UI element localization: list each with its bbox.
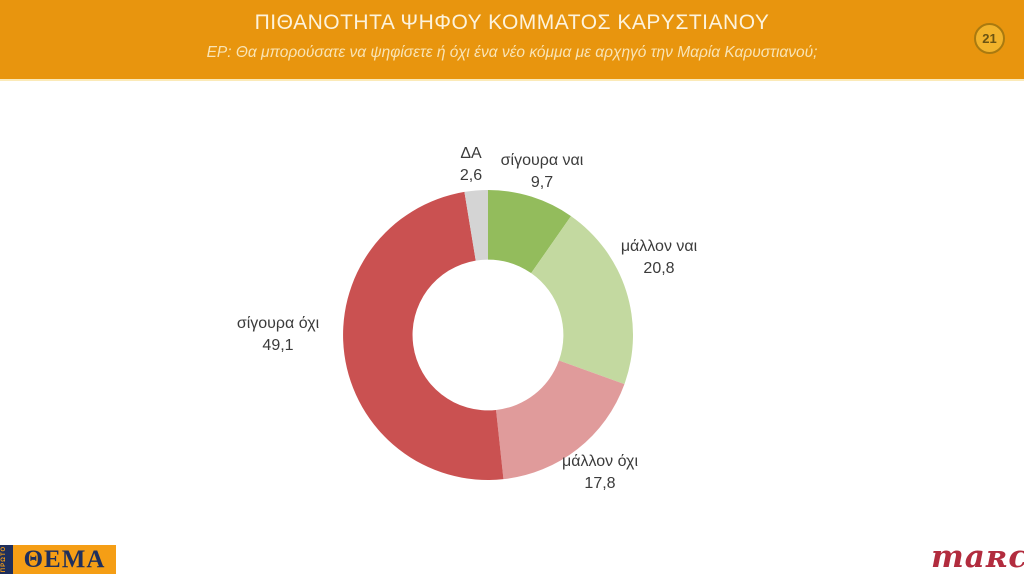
donut-segment-2 bbox=[496, 360, 625, 480]
segment-label-text: σίγουρα όχι bbox=[236, 315, 320, 332]
marc-logo: maʀc bbox=[931, 539, 1024, 575]
segment-value: 2,6 bbox=[459, 167, 483, 184]
segment-label-text: μάλλον όχι bbox=[562, 453, 638, 470]
question-subtitle: ΕΡ: Θα μπορούσατε να ψηφίσετε ή όχι ένα … bbox=[206, 44, 818, 61]
segment-value: 20,8 bbox=[643, 260, 675, 277]
header-bar: ΠΙΘΑΝΟΤΗΤΑ ΨΗΦΟΥ ΚΟΜΜΑΤΟΣ ΚΑΡΥΣΤΙΑΝΟΥ ΕΡ… bbox=[0, 0, 1024, 79]
proto-thema-wordmark: ΘΕΜΑ bbox=[23, 545, 106, 573]
segment-label-text: ΔΑ bbox=[460, 145, 482, 162]
donut-segment-1 bbox=[531, 216, 633, 385]
donut-segment-4 bbox=[464, 190, 488, 261]
segment-value: 9,7 bbox=[530, 174, 554, 191]
segment-label-mallon-nai: μάλλον ναι 20,8 bbox=[621, 236, 697, 280]
segment-label-text: σίγουρα ναι bbox=[500, 152, 584, 169]
segment-label-da: ΔΑ 2,6 bbox=[460, 143, 482, 187]
segment-label-sigoura-ochi: σίγουρα όχι 49,1 bbox=[237, 313, 319, 357]
donut-segment-0 bbox=[488, 190, 571, 274]
header-bottom-edge bbox=[0, 79, 1024, 81]
segment-value: 49,1 bbox=[262, 337, 294, 354]
donut-segment-3 bbox=[343, 191, 504, 480]
proto-thema-vertical-text: ΠΡΩΤΟ bbox=[1, 545, 8, 573]
page-title: ΠΙΘΑΝΟΤΗΤΑ ΨΗΦΟΥ ΚΟΜΜΑΤΟΣ ΚΑΡΥΣΤΙΑΝΟΥ bbox=[254, 11, 770, 34]
proto-thema-logo: ΠΡΩΤΟ ΘΕΜΑ bbox=[0, 545, 116, 574]
segment-value: 17,8 bbox=[584, 475, 616, 492]
segment-label-text: μάλλον ναι bbox=[620, 238, 698, 255]
segment-label-mallon-ochi: μάλλον όχι 17,8 bbox=[562, 451, 638, 495]
donut-chart bbox=[343, 190, 633, 480]
page-number-badge: 21 bbox=[974, 23, 1005, 54]
segment-label-sigoura-nai: σίγουρα ναι 9,7 bbox=[501, 150, 584, 194]
proto-thema-logo-strip: ΠΡΩΤΟ bbox=[0, 545, 13, 574]
